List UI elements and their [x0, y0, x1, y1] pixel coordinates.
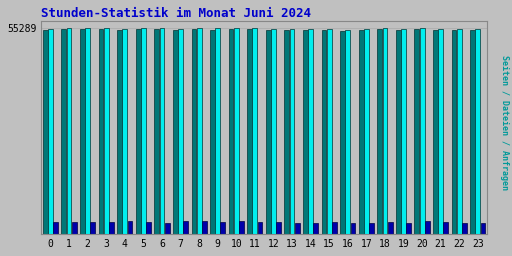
Bar: [210, 30, 215, 234]
Bar: [359, 30, 364, 234]
Bar: [407, 223, 411, 234]
Bar: [308, 29, 313, 234]
Bar: [346, 30, 350, 234]
Bar: [313, 223, 318, 234]
Bar: [271, 29, 276, 234]
Bar: [109, 222, 114, 234]
Bar: [72, 222, 77, 234]
Bar: [215, 28, 220, 234]
Bar: [99, 29, 103, 234]
Bar: [117, 30, 122, 234]
Bar: [322, 30, 327, 234]
Bar: [141, 28, 146, 234]
Bar: [127, 221, 133, 234]
Bar: [91, 222, 95, 234]
Bar: [438, 29, 443, 234]
Bar: [470, 30, 475, 234]
Bar: [457, 29, 462, 234]
Bar: [332, 222, 337, 234]
Bar: [382, 28, 388, 234]
Bar: [415, 29, 419, 234]
Bar: [425, 221, 430, 234]
Bar: [443, 222, 449, 234]
Bar: [369, 223, 374, 234]
Text: Seiten / Dateien / Anfragen: Seiten / Dateien / Anfragen: [500, 55, 509, 190]
Bar: [239, 221, 244, 234]
Bar: [276, 222, 281, 234]
Bar: [340, 31, 345, 234]
Bar: [295, 223, 300, 234]
Bar: [303, 30, 308, 234]
Bar: [377, 29, 382, 234]
Bar: [290, 29, 294, 234]
Bar: [67, 28, 72, 234]
Bar: [160, 28, 164, 234]
Bar: [284, 30, 289, 234]
Bar: [234, 28, 239, 234]
Bar: [165, 223, 169, 234]
Bar: [433, 30, 438, 234]
Bar: [364, 29, 369, 234]
Bar: [136, 29, 141, 234]
Bar: [252, 28, 258, 234]
Bar: [80, 29, 85, 234]
Text: Stunden-Statistik im Monat Juni 2024: Stunden-Statistik im Monat Juni 2024: [41, 7, 311, 20]
Bar: [122, 29, 127, 234]
Bar: [154, 29, 159, 234]
Bar: [61, 29, 66, 234]
Bar: [48, 29, 53, 234]
Bar: [202, 221, 207, 234]
Bar: [327, 29, 332, 234]
Bar: [178, 29, 183, 234]
Bar: [266, 30, 271, 234]
Bar: [388, 222, 393, 234]
Bar: [452, 30, 457, 234]
Bar: [420, 28, 424, 234]
Bar: [401, 29, 406, 234]
Bar: [476, 29, 480, 234]
Bar: [462, 223, 467, 234]
Bar: [481, 223, 485, 234]
Bar: [258, 222, 263, 234]
Bar: [191, 29, 196, 234]
Bar: [43, 30, 48, 234]
Bar: [173, 30, 178, 234]
Bar: [229, 29, 233, 234]
Bar: [221, 222, 225, 234]
Bar: [351, 223, 355, 234]
Bar: [53, 222, 58, 234]
Bar: [396, 30, 401, 234]
Bar: [183, 221, 188, 234]
Bar: [197, 27, 202, 234]
Bar: [104, 28, 109, 234]
Bar: [146, 222, 151, 234]
Bar: [85, 28, 90, 234]
Bar: [247, 29, 252, 234]
